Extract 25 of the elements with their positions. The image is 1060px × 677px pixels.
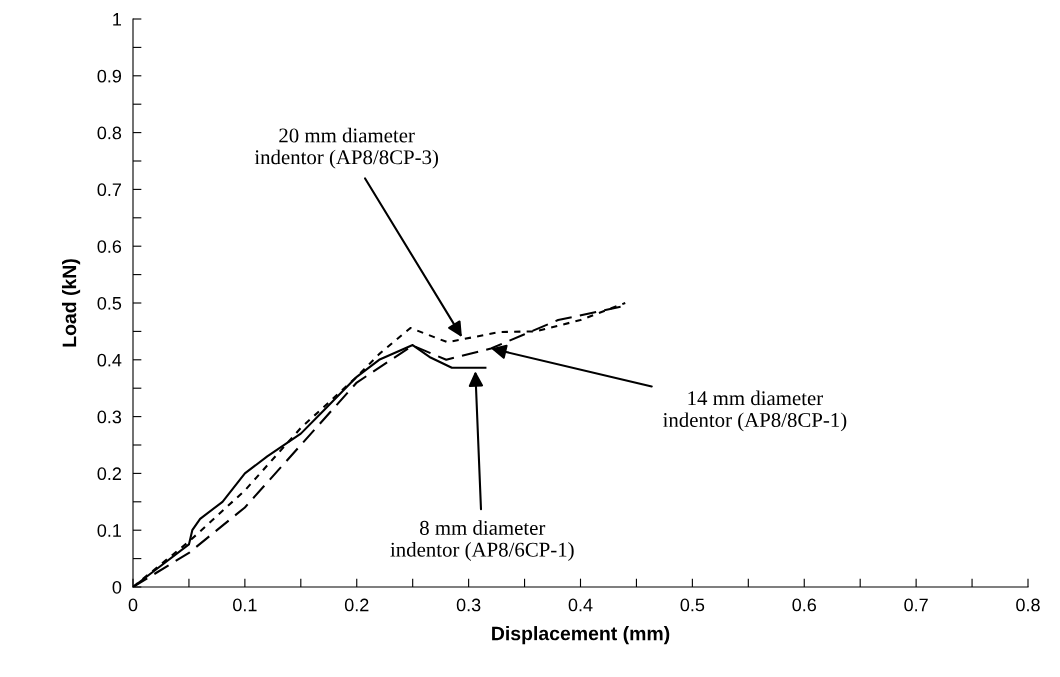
x-tick-label: 0.6 <box>792 598 817 612</box>
x-tick-label: 0.1 <box>233 598 257 612</box>
y-tick-label: 0.5 <box>97 296 122 310</box>
y-axis-title: Load (kN) <box>62 259 81 347</box>
y-tick-label: 0.6 <box>97 240 122 253</box>
x-tick-label: 0.4 <box>568 598 593 612</box>
annotation: 20 mm diameter indentor (AP8/8CP-3) <box>254 127 439 169</box>
y-tick-label: 0.8 <box>97 126 122 140</box>
x-tick-label: 0.5 <box>680 598 705 612</box>
x-axis-title: Displacement (mm) <box>492 626 670 645</box>
x-tick-label: 0.3 <box>456 598 481 612</box>
y-tick-label: 1 <box>113 13 122 26</box>
x-tick-label: 0 <box>128 598 138 612</box>
y-tick-label: 0 <box>112 580 122 594</box>
x-tick-label: 0.2 <box>344 598 369 612</box>
y-tick-label: 0.7 <box>97 183 121 197</box>
x-tick-label: 0.7 <box>904 598 928 612</box>
y-tick-label: 0.2 <box>97 467 121 481</box>
annotation: 14 mm diameter indentor (AP8/8CP-1) <box>663 390 847 432</box>
y-tick-label: 0.3 <box>97 410 122 424</box>
x-tick-label: 0.8 <box>1016 598 1040 612</box>
y-tick-label: 0.4 <box>97 353 122 367</box>
y-tick-label: 0.9 <box>97 69 122 83</box>
y-tick-label: 0.1 <box>97 524 122 537</box>
annotation: 8 mm diameter indentor (AP8/6CP-1) <box>390 520 574 561</box>
